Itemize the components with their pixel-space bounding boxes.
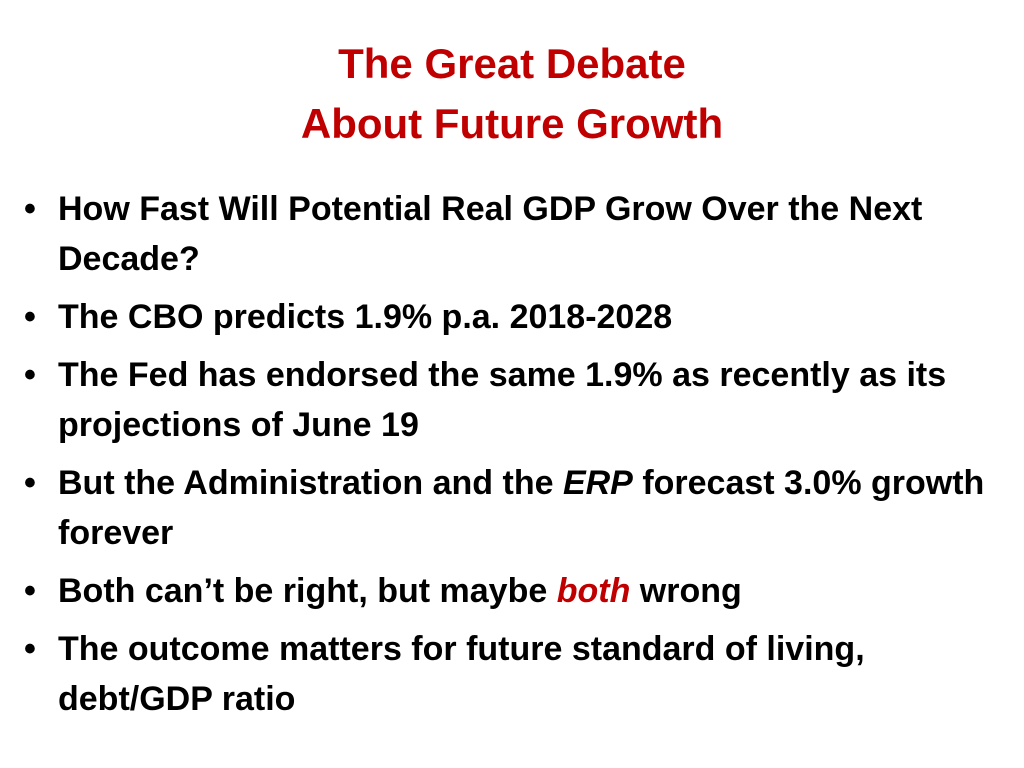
bullet-text: The outcome matters for future standard …	[58, 630, 865, 718]
bullet-item: • The Fed has endorsed the same 1.9% as …	[16, 350, 1012, 450]
bullet-text-after: wrong	[630, 572, 742, 610]
bullet-icon: •	[24, 630, 36, 668]
bullet-item: • How Fast Will Potential Real GDP Grow …	[16, 184, 1012, 284]
title-line-1: The Great Debate	[338, 40, 686, 87]
bullet-list: • How Fast Will Potential Real GDP Grow …	[16, 184, 1012, 732]
bullet-icon: •	[24, 298, 36, 336]
bullet-icon: •	[24, 572, 36, 610]
bullet-item: • The CBO predicts 1.9% p.a. 2018-2028	[16, 292, 1012, 342]
bullet-icon: •	[24, 464, 36, 502]
bullet-text: How Fast Will Potential Real GDP Grow Ov…	[58, 190, 923, 278]
bullet-text-before: Both can’t be right, but maybe	[58, 572, 557, 610]
bullet-icon: •	[24, 190, 36, 228]
bullet-item: • The outcome matters for future standar…	[16, 624, 1012, 724]
slide-title: The Great Debate About Future Growth	[0, 34, 1024, 154]
bullet-icon: •	[24, 356, 36, 394]
bullet-text-before: But the Administration and the	[58, 464, 563, 502]
both-emphasis: both	[556, 572, 631, 610]
erp-emphasis: ERP	[562, 464, 633, 502]
bullet-text-after: forecast 3.0% growth forever	[58, 464, 985, 552]
bullet-item: • Both can’t be right, but maybe both wr…	[16, 566, 1012, 616]
bullet-item: • But the Administration and the ERP for…	[16, 458, 1012, 558]
bullet-text: The Fed has endorsed the same 1.9% as re…	[58, 356, 947, 444]
title-line-2: About Future Growth	[300, 100, 724, 147]
bullet-text: The CBO predicts 1.9% p.a. 2018-2028	[58, 298, 673, 336]
